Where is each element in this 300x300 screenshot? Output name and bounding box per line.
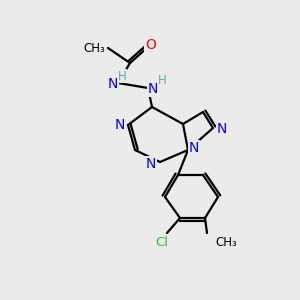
- Text: N: N: [108, 77, 118, 91]
- Text: O: O: [146, 38, 156, 52]
- Text: N: N: [189, 141, 199, 155]
- Text: N: N: [148, 82, 158, 96]
- Text: Cl: Cl: [155, 236, 169, 248]
- Text: CH₃: CH₃: [215, 236, 237, 248]
- Text: N: N: [146, 157, 156, 171]
- Text: N: N: [217, 122, 227, 136]
- Text: H: H: [118, 70, 126, 83]
- Text: N: N: [115, 118, 125, 132]
- Text: CH₃: CH₃: [83, 41, 105, 55]
- Text: H: H: [158, 74, 166, 88]
